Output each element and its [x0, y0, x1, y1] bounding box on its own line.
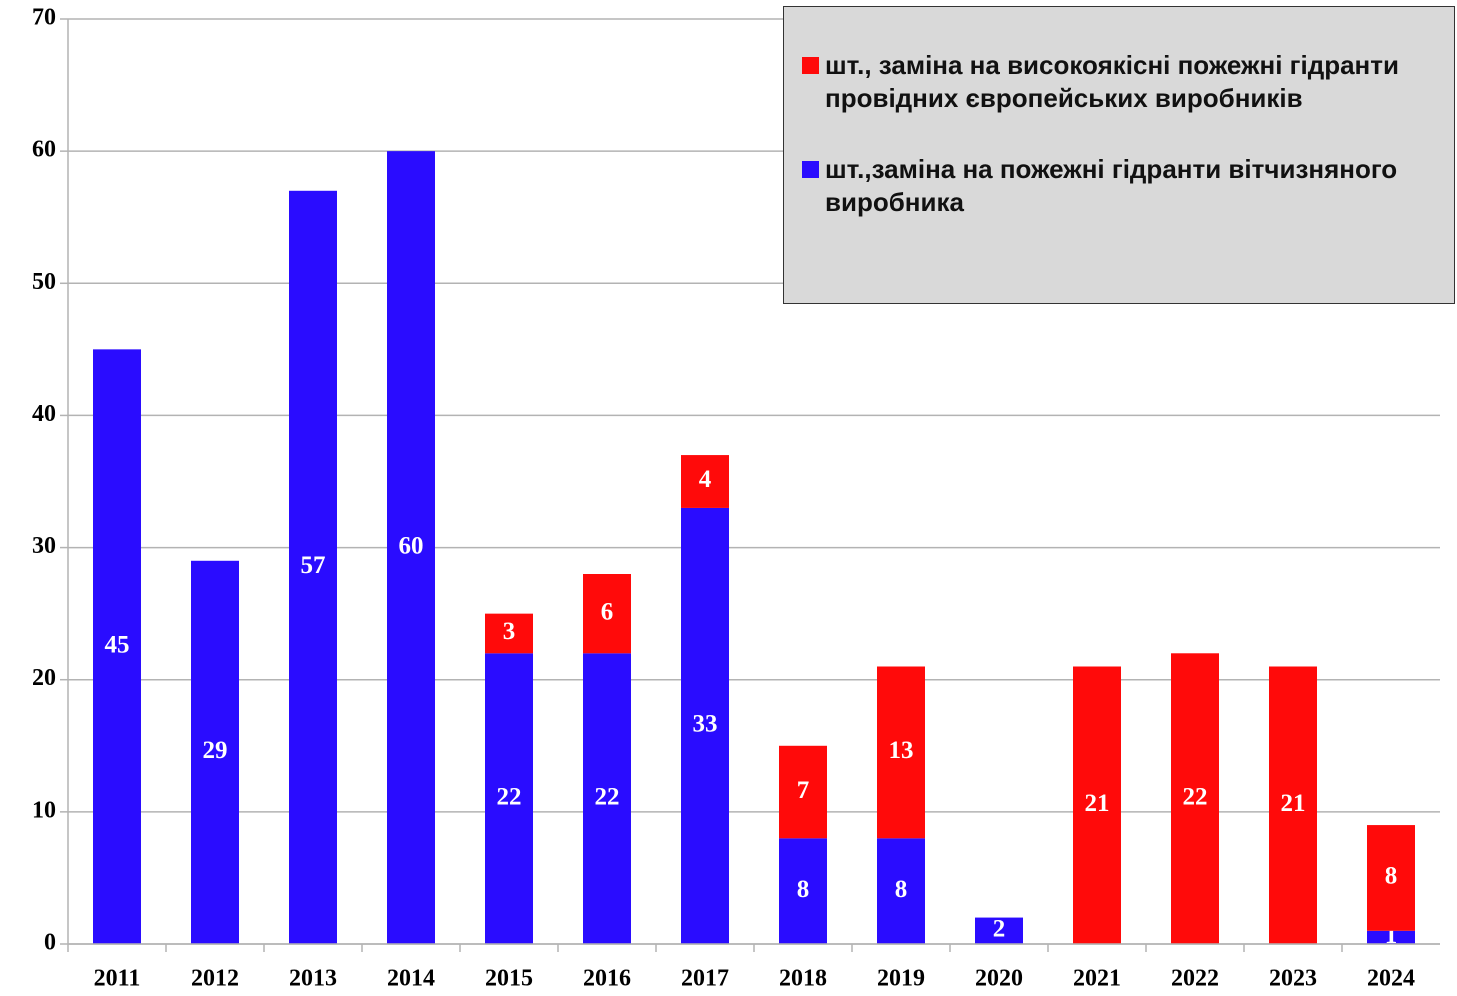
- value-label: 4: [699, 466, 712, 493]
- bar-segment: [779, 838, 827, 944]
- y-tick-label: 40: [32, 401, 56, 427]
- legend-label: шт.,заміна на пожежні гідранти вітчизнян…: [825, 154, 1398, 217]
- legend-swatch: [802, 57, 819, 74]
- bar-segment: [1367, 930, 1415, 944]
- legend: шт., заміна на високоякісні пожежні гідр…: [783, 6, 1455, 304]
- x-tick-label: 2011: [94, 966, 141, 992]
- y-tick-label: 10: [32, 797, 56, 823]
- value-label: 8: [797, 876, 810, 903]
- bar-segment: [583, 574, 631, 654]
- value-label: 2: [993, 916, 1006, 943]
- x-tick-label: 2020: [975, 966, 1023, 992]
- value-label: 57: [301, 552, 326, 579]
- bar-segment: [93, 349, 141, 944]
- y-tick-label: 50: [32, 269, 56, 295]
- legend-entry: шт.,заміна на пожежні гідранти вітчизнян…: [802, 153, 1434, 219]
- x-tick-label: 2016: [583, 966, 631, 992]
- value-label: 6: [601, 598, 614, 625]
- bar-segment: [975, 917, 1023, 944]
- x-tick-label: 2019: [877, 966, 925, 992]
- x-tick-label: 2023: [1269, 966, 1317, 992]
- bar-segment: [1171, 653, 1219, 944]
- value-label: 45: [105, 631, 130, 658]
- value-label: 8: [1385, 863, 1398, 890]
- value-label: 8: [895, 876, 908, 903]
- y-tick-label: 0: [44, 930, 56, 956]
- value-label: 22: [595, 783, 620, 810]
- x-tick-label: 2014: [387, 966, 435, 992]
- bar-segment: [877, 838, 925, 944]
- value-label: 29: [203, 737, 228, 764]
- y-tick-label: 20: [32, 665, 56, 691]
- bar-segment: [1367, 825, 1415, 931]
- value-label: 7: [797, 777, 810, 804]
- bar-segment: [1269, 666, 1317, 944]
- y-tick-label: 70: [32, 5, 56, 31]
- x-tick-label: 2022: [1171, 966, 1219, 992]
- x-tick-label: 2018: [779, 966, 827, 992]
- y-tick-label: 60: [32, 137, 56, 163]
- bar-segment: [583, 653, 631, 944]
- bar-segment: [779, 745, 827, 839]
- value-label: 3: [503, 618, 516, 645]
- bar-segment: [681, 455, 729, 508]
- y-tick-label: 30: [32, 533, 56, 559]
- x-tick-label: 2024: [1367, 966, 1415, 992]
- bar-segment: [485, 653, 533, 944]
- bar-segment: [191, 560, 239, 944]
- value-label: 33: [693, 711, 718, 738]
- legend-entry: шт., заміна на високоякісні пожежні гідр…: [802, 49, 1434, 115]
- value-label: 22: [1183, 783, 1208, 810]
- value-label: 21: [1281, 790, 1306, 817]
- value-label: 22: [497, 783, 522, 810]
- x-tick-label: 2015: [485, 966, 533, 992]
- value-label: 60: [399, 532, 424, 559]
- x-tick-label: 2012: [191, 966, 239, 992]
- legend-swatch: [802, 161, 819, 178]
- x-tick-label: 2021: [1073, 966, 1121, 992]
- value-label: 13: [889, 737, 914, 764]
- bar-segment: [1073, 666, 1121, 944]
- bar-segment: [485, 613, 533, 654]
- x-tick-label: 2017: [681, 966, 729, 992]
- bar-segment: [877, 666, 925, 839]
- legend-label: шт., заміна на високоякісні пожежні гідр…: [825, 50, 1399, 113]
- value-label: 21: [1085, 790, 1110, 817]
- bar-segment: [387, 151, 435, 945]
- x-tick-label: 2013: [289, 966, 337, 992]
- bar-segment: [289, 190, 337, 945]
- bar-segment: [681, 507, 729, 944]
